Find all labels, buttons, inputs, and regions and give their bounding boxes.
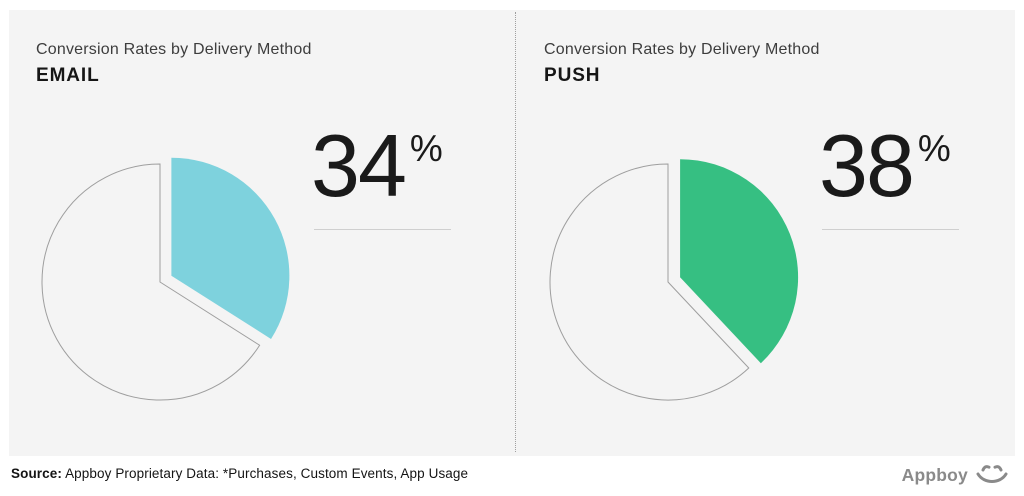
stat-underline <box>822 229 959 230</box>
conversion-value: 38 <box>819 116 915 215</box>
percent-sign: % <box>409 128 443 169</box>
push-pie-chart <box>549 159 799 401</box>
push-chart-panel: Conversion Rates by Delivery Method PUSH… <box>517 10 1015 456</box>
chart-title: Conversion Rates by Delivery Method <box>36 41 312 58</box>
pie-remainder-wedge <box>549 163 750 401</box>
appboy-logo: Appboy <box>902 463 1009 487</box>
smiley-icon <box>975 463 1009 487</box>
source-label: Source: <box>11 466 62 481</box>
stat-underline <box>314 229 451 230</box>
pie-value-slice <box>171 157 290 339</box>
source-text: Appboy Proprietary Data: *Purchases, Cus… <box>65 466 469 481</box>
chart-method-label-email: EMAIL <box>36 65 100 86</box>
pie-value-slice <box>680 159 799 364</box>
conversion-stat-push: 38 % <box>819 122 984 230</box>
pie-remainder-wedge <box>41 163 261 401</box>
panel-divider <box>515 12 516 452</box>
brand-name: Appboy <box>901 464 968 485</box>
chart-title: Conversion Rates by Delivery Method <box>544 41 820 58</box>
conversion-value: 34 <box>311 116 407 215</box>
email-chart-panel: Conversion Rates by Delivery Method EMAI… <box>9 10 515 456</box>
percent-sign: % <box>917 128 951 169</box>
conversion-stat-email: 34 % <box>311 122 476 230</box>
chart-method-label-push: PUSH <box>544 65 601 86</box>
stat-line: 38 % <box>819 122 984 210</box>
source-note: Source: Appboy Proprietary Data: *Purcha… <box>11 466 468 481</box>
email-pie-chart <box>41 157 290 401</box>
stat-line: 34 % <box>311 122 476 210</box>
chart-board: Conversion Rates by Delivery Method EMAI… <box>9 10 1015 456</box>
